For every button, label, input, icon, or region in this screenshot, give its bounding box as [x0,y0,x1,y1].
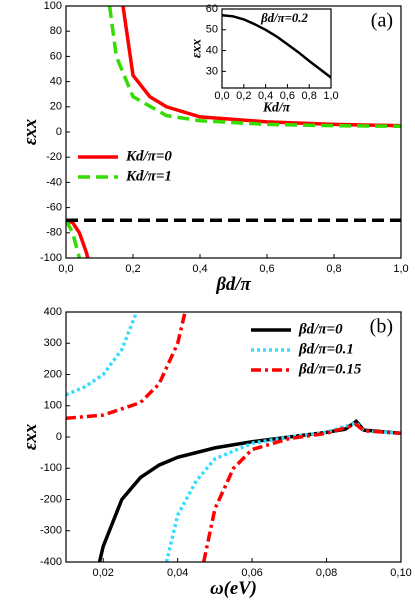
y-tick-label: 50 [206,24,218,36]
y-tick-label: -100 [40,252,62,264]
y-tick-label: 400 [44,306,62,318]
y-tick-label: 60 [50,50,62,62]
x-axis-label: Kd/π [262,99,291,114]
x-tick-label: 1,0 [323,90,338,102]
y-tick-label: -200 [40,493,62,505]
x-tick-label: 0,06 [241,567,262,579]
panel-label: (b) [370,316,393,338]
y-tick-label: 200 [44,368,62,380]
x-tick-label: 0,0 [58,263,73,275]
y-tick-label: 40 [206,44,218,56]
x-tick-label: 0,4 [258,90,273,102]
x-tick-label: 1,0 [393,263,408,275]
plot-area [66,312,401,562]
x-tick-label: 0,4 [192,263,207,275]
y-tick-label: 20 [50,101,62,113]
plot-background [66,312,401,562]
y-tick-label: -400 [40,556,62,568]
x-tick-label: 0,2 [236,90,251,102]
x-tick-label: 0,8 [326,263,341,275]
x-tick-label: 0,8 [302,90,317,102]
y-tick-label: 0 [56,126,62,138]
legend-label: Kd/π=1 [125,168,172,184]
plot-area [66,6,401,258]
y-tick-label: -100 [40,462,62,474]
series-line [97,419,401,562]
x-tick-label: 0,10 [390,567,411,579]
legend-label: Kd/π=0 [125,148,172,164]
y-tick-label: -20 [46,151,62,163]
y-tick-label: -40 [46,176,62,188]
y-tick-label: 300 [44,337,62,349]
chart-title: βd/π=0.2 [260,11,308,25]
x-tick-label: 0,02 [93,567,114,579]
legend-label: βd/π=0 [298,321,343,337]
x-tick-label: 0,6 [259,263,274,275]
x-tick-label: 0,2 [125,263,140,275]
x-tick-label: 0,04 [167,567,188,579]
y-tick-label: 30 [206,65,218,77]
series-line [222,13,331,79]
y-tick-label: -80 [46,227,62,239]
x-tick-label: 0,08 [316,567,337,579]
y-axis-label: εxx [20,424,41,450]
y-tick-label: 100 [44,400,62,412]
plot-background [222,9,331,88]
legend-label: βd/π=0.15 [298,361,362,377]
series-line [66,6,401,258]
y-tick-label: -60 [46,202,62,214]
y-tick-label: -300 [40,525,62,537]
series-line [66,312,401,562]
y-axis-label: εxx [188,39,203,58]
legend-label: βd/π=0.1 [298,341,354,357]
x-axis-label: βd/π [215,274,251,295]
x-tick-label: 0,6 [280,90,295,102]
x-tick-label: 0,0 [214,90,229,102]
panel-label: (a) [371,10,393,32]
y-tick-label: 60 [206,3,218,15]
y-tick-label: 80 [50,25,62,37]
plot-frame [221,8,332,89]
y-tick-label: 0 [56,431,62,443]
x-axis-label: ω(eV) [210,578,257,599]
plot-area [222,13,331,79]
series-line [66,312,401,562]
y-tick-label: 40 [50,76,62,88]
y-axis-label: εxx [20,119,41,145]
y-tick-label: 100 [44,0,62,12]
